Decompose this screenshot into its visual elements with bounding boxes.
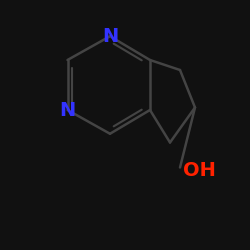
Text: OH: OH: [182, 160, 216, 180]
Text: N: N: [60, 100, 76, 119]
Text: N: N: [102, 27, 118, 46]
